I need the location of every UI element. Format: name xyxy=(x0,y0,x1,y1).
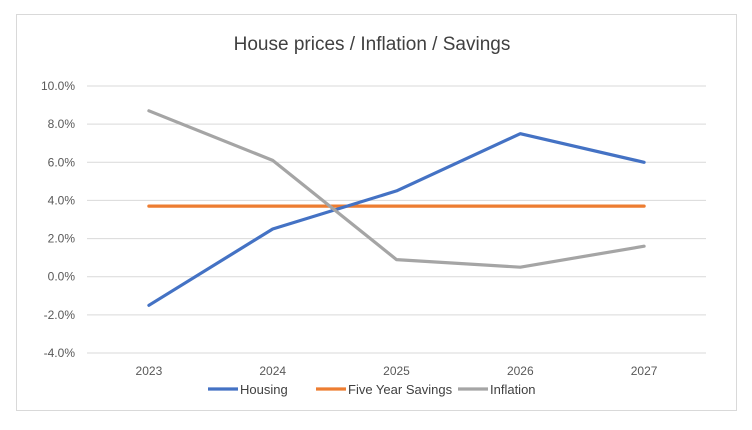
legend-label: Inflation xyxy=(490,382,536,397)
legend-label: Housing xyxy=(240,382,288,397)
y-tick-label: 4.0% xyxy=(48,193,76,207)
y-tick-label: -4.0% xyxy=(44,346,76,360)
y-tick-label: 0.0% xyxy=(48,270,76,284)
legend: Housing Five Year Savings Inflation xyxy=(208,382,536,397)
x-tick-label: 2026 xyxy=(507,364,534,378)
y-axis-labels: 10.0% 8.0% 6.0% 4.0% 2.0% 0.0% -2.0% -4.0% xyxy=(41,79,75,360)
x-tick-label: 2025 xyxy=(383,364,410,378)
y-tick-label: 6.0% xyxy=(48,155,76,169)
x-tick-label: 2024 xyxy=(259,364,286,378)
series-line-inflation xyxy=(147,109,646,269)
chart-title: House prices / Inflation / Savings xyxy=(234,34,511,55)
series-line-housing xyxy=(147,132,646,307)
x-tick-label: 2023 xyxy=(136,364,163,378)
y-tick-label: -2.0% xyxy=(44,308,76,322)
gridlines xyxy=(87,85,706,354)
x-axis-labels: 2023 2024 2025 2026 2027 xyxy=(136,364,658,378)
x-tick-label: 2027 xyxy=(631,364,658,378)
y-tick-label: 2.0% xyxy=(48,232,76,246)
series-layer xyxy=(147,109,646,307)
y-tick-label: 10.0% xyxy=(41,79,75,93)
y-tick-label: 8.0% xyxy=(48,117,76,131)
chart-frame xyxy=(16,14,737,411)
legend-label: Five Year Savings xyxy=(348,382,453,397)
